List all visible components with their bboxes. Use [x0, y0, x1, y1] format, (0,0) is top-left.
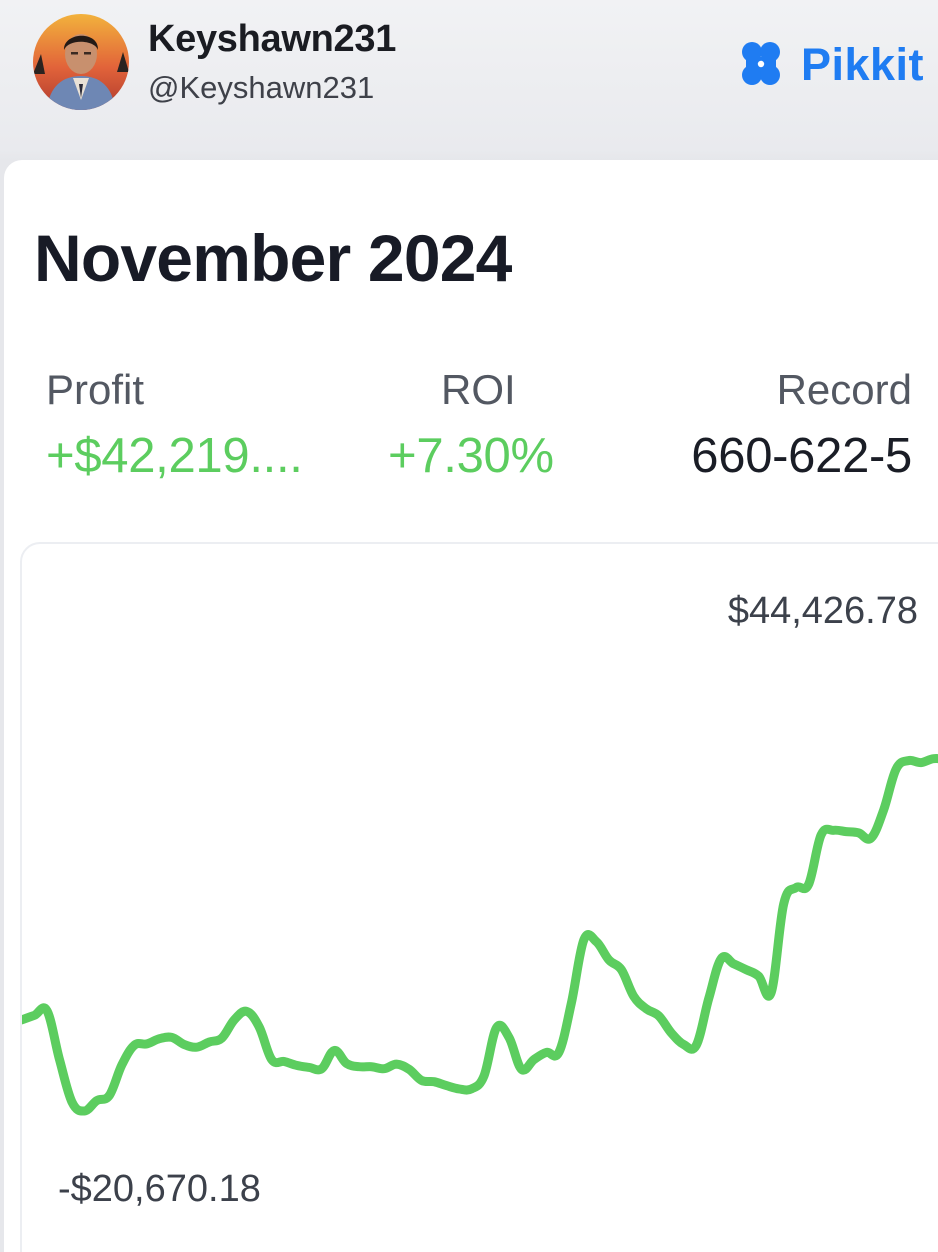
page-title: November 2024: [34, 221, 512, 295]
chart-max-label: $44,426.78: [727, 590, 918, 632]
user-handle: @Keyshawn231: [148, 70, 375, 105]
brand-name: Pikkit: [800, 39, 924, 90]
record-value: 660-622-5: [691, 429, 912, 483]
brand-logo: Pikkit: [733, 36, 924, 94]
profit-chart[interactable]: $44,426.78 -$20,670.18: [20, 542, 938, 1252]
profit-series-line: [22, 754, 938, 1116]
avatar-image: [33, 14, 129, 110]
chart-canvas: [22, 754, 938, 1116]
profit-label: Profit: [46, 366, 145, 413]
chart-min-label: -$20,670.18: [58, 1168, 261, 1210]
roi-label: ROI: [441, 366, 516, 413]
profit-value: +$42,219....: [46, 429, 303, 483]
roi-value: +7.30%: [388, 429, 554, 483]
record-label: Record: [776, 366, 912, 413]
summary-card: November 2024 Profit ROI Record +$42,219…: [4, 160, 938, 1252]
avatar[interactable]: [33, 14, 129, 110]
profile-header: Keyshawn231 @Keyshawn231 Pikkit: [0, 0, 938, 160]
clover-icon: [741, 42, 780, 85]
username[interactable]: Keyshawn231: [148, 18, 397, 60]
